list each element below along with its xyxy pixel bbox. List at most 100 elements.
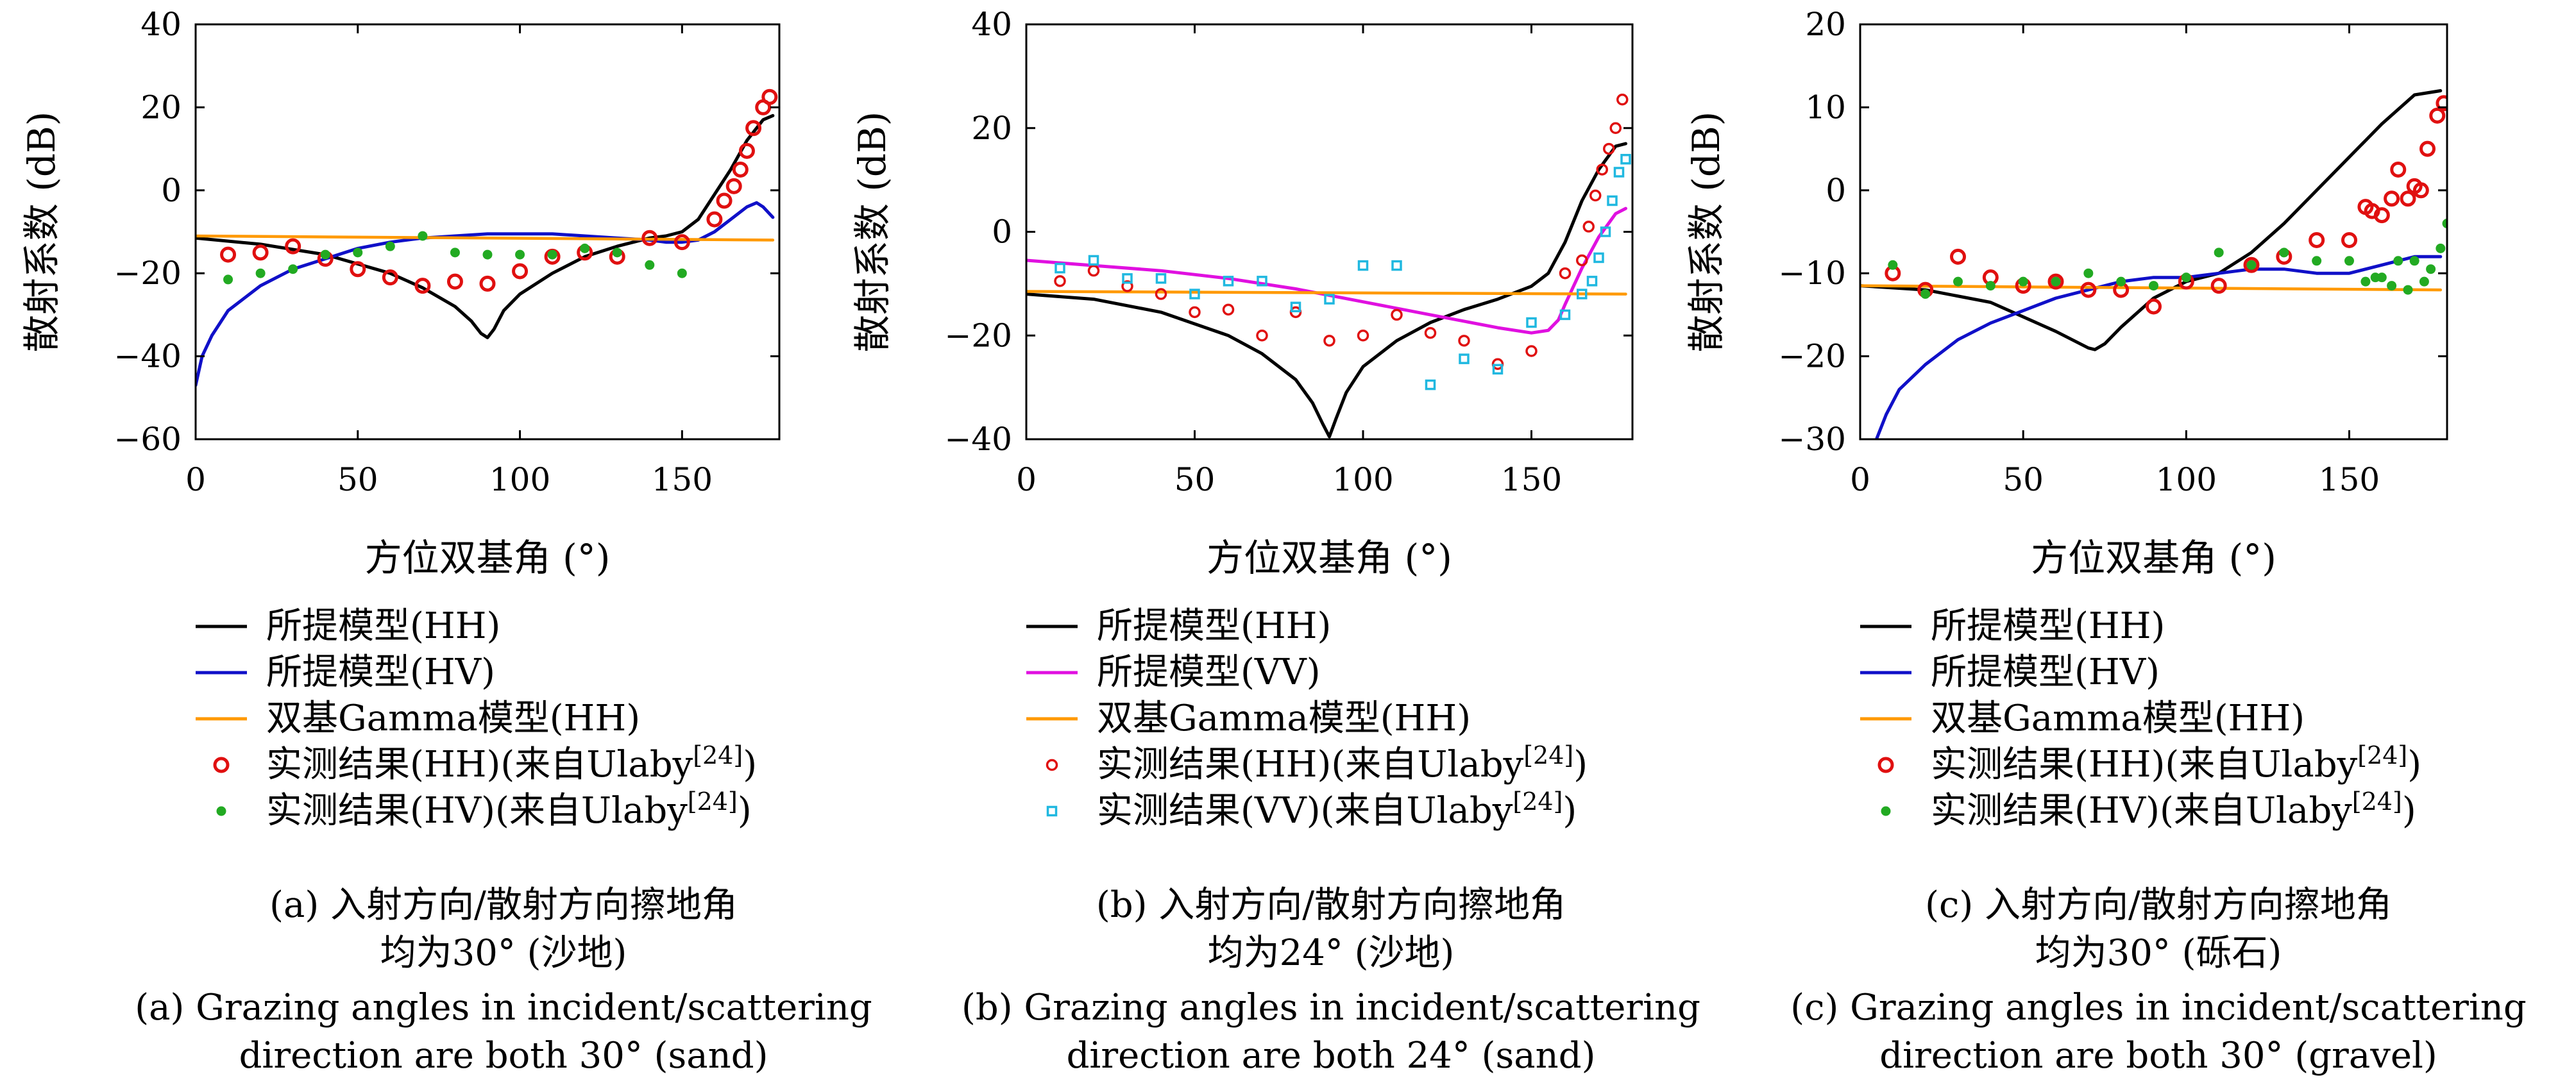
legend-item: 实测结果(HV)(来自Ulaby[24]): [1881, 787, 2416, 832]
data-point: [1121, 280, 1133, 292]
x-tick-label: 50: [1174, 461, 1216, 498]
legend-swatch: [1877, 757, 1894, 773]
data-point: [1323, 335, 1335, 347]
data-point: [1055, 262, 1065, 274]
data-point: [252, 244, 269, 261]
y-tick-label: 40: [140, 6, 182, 43]
data-point: [1257, 276, 1267, 287]
data-point: [1609, 122, 1622, 134]
plot-frame: [194, 23, 781, 441]
data-point: [515, 249, 525, 260]
legend-swatch: [1046, 759, 1058, 771]
data-point: [2341, 231, 2357, 248]
x-tick-label: 0: [185, 461, 206, 498]
data-point: [677, 268, 687, 278]
x-axis-label: 方位双基角 (°): [2031, 536, 2276, 580]
caption-cn-line: (b) 入射方向/散射方向擦地角: [1096, 884, 1566, 926]
data-point: [2426, 264, 2436, 274]
data-point: [1122, 273, 1133, 284]
y-tick-label: 0: [1826, 172, 1846, 209]
caption-en-line: direction are both 30° (gravel): [1879, 1035, 2437, 1077]
series-2: [1874, 255, 2443, 439]
data-point: [2429, 107, 2446, 124]
data-point: [1189, 289, 1200, 299]
y-tick-label: −20: [114, 255, 182, 292]
legend-swatch: [1046, 805, 1058, 817]
legend-swatch: [213, 757, 230, 773]
data-point: [1155, 273, 1167, 284]
y-tick-label: −20: [1778, 338, 1846, 375]
data-point: [2436, 95, 2447, 112]
data-point: [2214, 248, 2224, 258]
x-tick-label: 100: [489, 461, 550, 498]
data-point: [761, 88, 778, 105]
data-point: [1492, 364, 1504, 375]
data-point: [1600, 226, 1611, 237]
x-tick-label: 100: [1332, 461, 1393, 498]
data-point: [223, 274, 233, 285]
caption-cn-line: (a) 入射方向/散射方向擦地角: [269, 884, 738, 926]
data-point: [2360, 276, 2371, 287]
data-point: [2210, 278, 2227, 294]
data-point: [2400, 190, 2416, 207]
series-2: [196, 201, 775, 387]
data-point: [1586, 276, 1598, 287]
y-tick-label: 0: [992, 214, 1012, 251]
caption-cn-line: 均为24° (沙地): [1208, 932, 1455, 974]
data-point: [1425, 379, 1436, 390]
series-line: [1026, 290, 1627, 296]
data-point: [2419, 140, 2436, 157]
series-3: [1026, 290, 1627, 296]
data-point: [446, 273, 463, 290]
legend-item: 所提模型(VV): [1026, 651, 1321, 693]
series-1: [1860, 89, 2443, 351]
y-tick-label: −30: [1778, 421, 1846, 458]
y-axis-label: 散射系数 (dB): [20, 112, 64, 352]
data-point: [512, 263, 529, 280]
data-point: [1603, 142, 1615, 155]
data-point: [674, 234, 690, 251]
series-5: [1888, 219, 2447, 299]
caption-en-line: (c) Grazing angles in incident/scatterin…: [1790, 987, 2526, 1028]
legend-item: 所提模型(HV): [1860, 651, 2160, 693]
data-point: [1357, 330, 1369, 342]
data-point: [1576, 254, 1588, 267]
series-1: [196, 113, 775, 339]
chart-1: 0 50 100 150 −60 −40 −20 0 20 40 方位双基角 (°) 散射系数 (dB…: [20, 6, 872, 1077]
x-tick-label: 100: [2156, 461, 2217, 498]
data-point: [1458, 335, 1470, 347]
data-point: [1888, 260, 1898, 270]
y-tick-label: −40: [944, 421, 1012, 458]
legend-label: 所提模型(HV): [1931, 651, 2160, 693]
data-point: [2018, 276, 2028, 287]
legend-label: 实测结果(VV)(来自Ulaby[24]): [1097, 787, 1577, 832]
legend-item: 所提模型(HH): [1026, 605, 1331, 647]
data-point: [2387, 281, 2397, 291]
data-point: [255, 268, 266, 278]
y-tick-label: −60: [114, 421, 182, 458]
data-point: [1223, 276, 1234, 287]
legend-label: 双基Gamma模型(HH): [1931, 698, 2305, 739]
legend-label: 实测结果(HH)(来自Ulaby[24]): [1931, 741, 2421, 785]
data-point: [2181, 273, 2191, 283]
series-1: [1026, 142, 1627, 439]
data-point: [1391, 308, 1403, 321]
y-tick-label: 10: [1805, 88, 1846, 126]
data-point: [220, 246, 237, 263]
legend-label: 实测结果(HH)(来自Ulaby[24]): [1097, 741, 1588, 785]
caption-cn-line: 均为30° (沙地): [380, 932, 627, 974]
data-point: [1613, 167, 1625, 178]
legend-item: 实测结果(HV)(来自Ulaby[24]): [216, 787, 752, 832]
y-axis-label: 散射系数 (dB): [1684, 112, 1728, 352]
data-point: [706, 211, 723, 228]
data-point: [716, 192, 733, 209]
legend-label: 所提模型(HH): [266, 605, 500, 647]
series-2: [1026, 206, 1627, 335]
y-axis-label: 散射系数 (dB): [851, 112, 894, 352]
data-point: [1256, 330, 1268, 342]
data-point: [745, 120, 762, 137]
legend-label: 实测结果(HH)(来自Ulaby[24]): [266, 741, 757, 785]
data-point: [1391, 260, 1402, 271]
data-point: [2390, 161, 2407, 178]
